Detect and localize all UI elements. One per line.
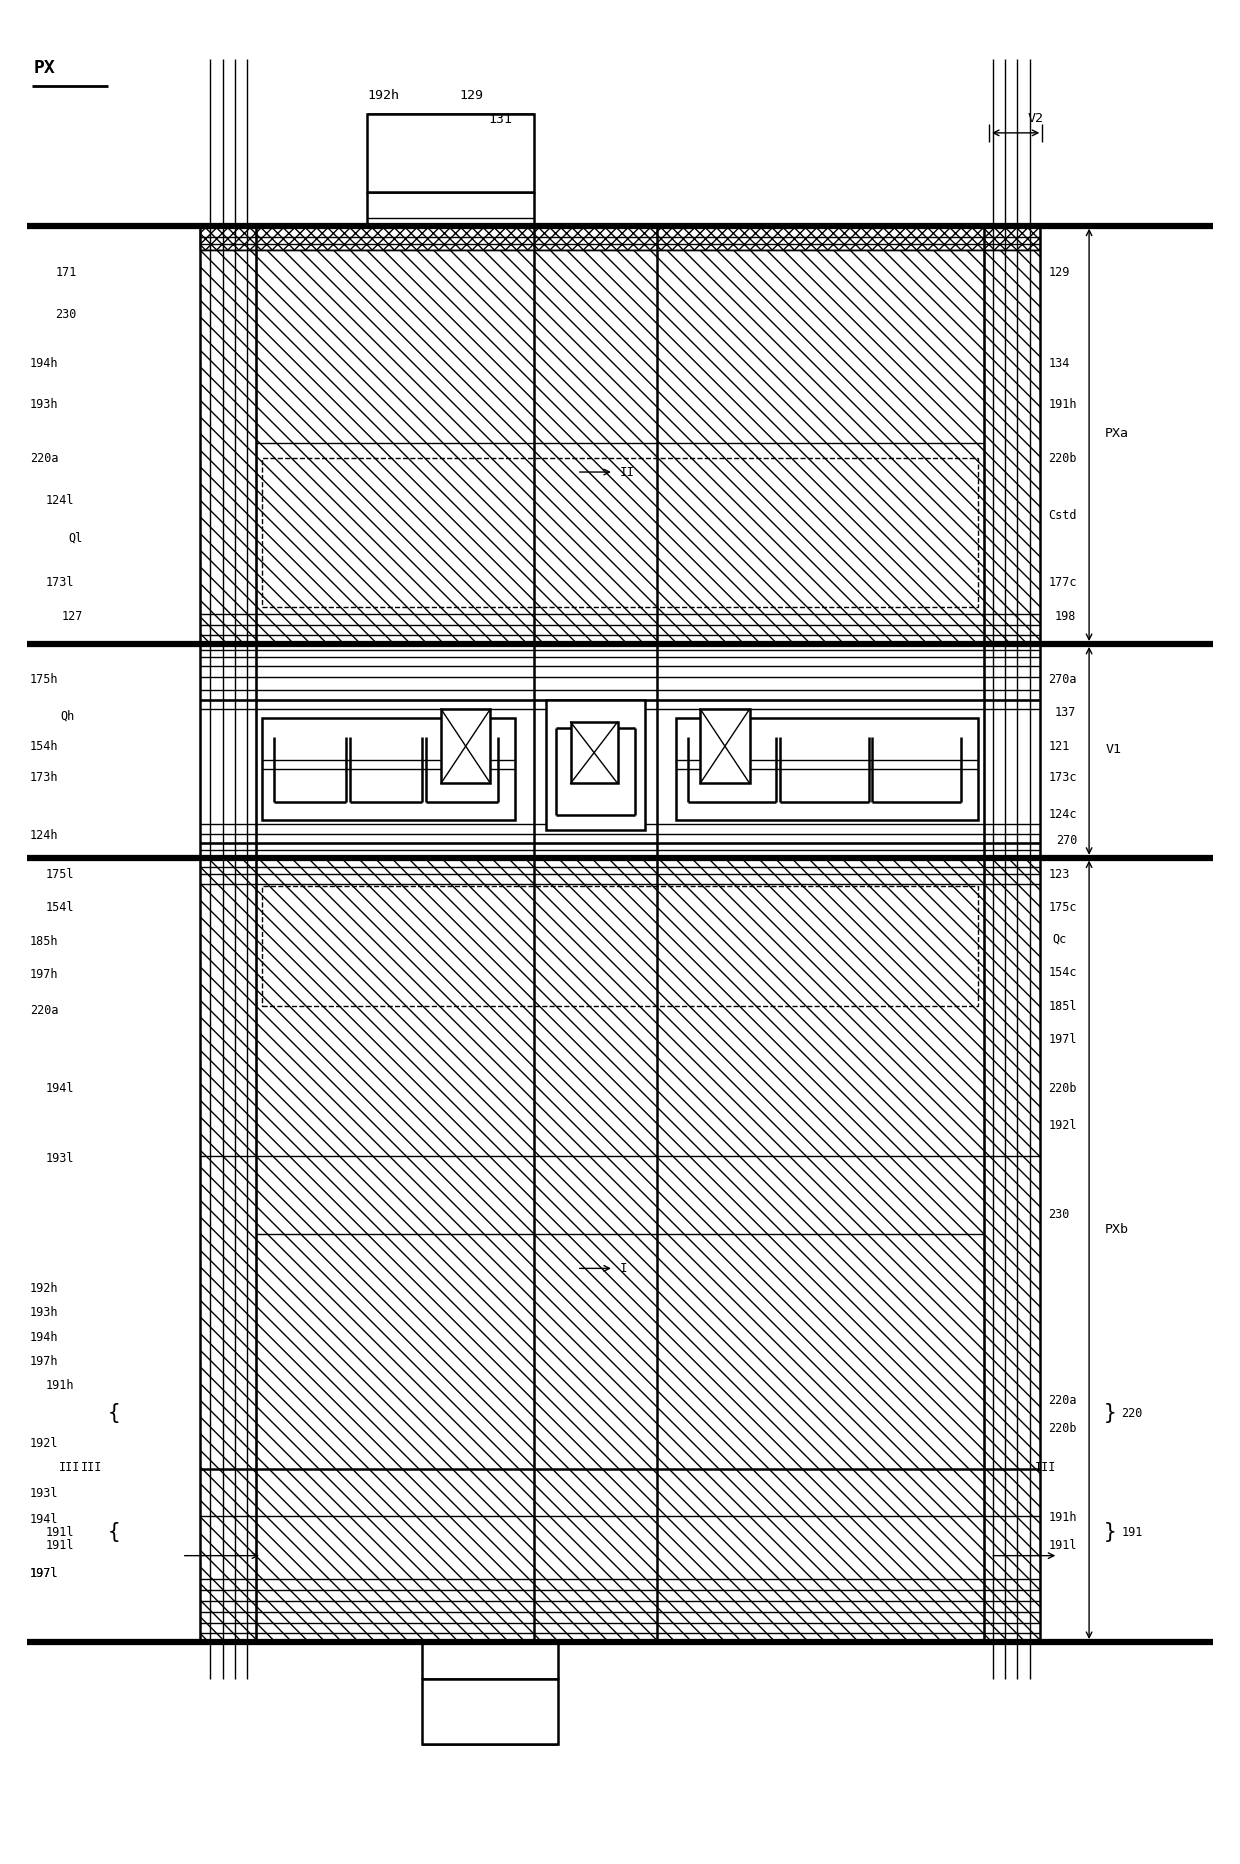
Bar	[201, 643, 1039, 857]
Text: I: I	[620, 1262, 627, 1275]
Text: Qc: Qc	[1052, 934, 1066, 945]
Text: V2: V2	[1028, 112, 1043, 125]
Text: III: III	[81, 1461, 102, 1474]
Text: 192l: 192l	[30, 1437, 58, 1450]
Text: 171: 171	[56, 267, 77, 280]
Text: }: }	[1104, 1523, 1116, 1542]
Text: 173h: 173h	[30, 772, 58, 785]
Text: 191h: 191h	[46, 1379, 74, 1392]
Text: 175l: 175l	[46, 869, 74, 882]
Text: 129: 129	[1048, 267, 1070, 280]
Text: 137: 137	[1054, 706, 1076, 720]
Text: 124h: 124h	[30, 829, 58, 843]
Text: 175h: 175h	[30, 673, 58, 686]
Text: 198: 198	[1054, 610, 1076, 623]
Bar	[262, 718, 515, 820]
Bar	[423, 1679, 558, 1745]
Text: 185l: 185l	[1048, 999, 1076, 1012]
Text: V1: V1	[1105, 744, 1121, 757]
Text: 129: 129	[460, 89, 484, 103]
Text: 191: 191	[1121, 1527, 1142, 1540]
Text: 220b: 220b	[1048, 451, 1076, 464]
Text: 191l: 191l	[46, 1527, 74, 1540]
Bar	[441, 708, 490, 783]
Text: 121: 121	[1048, 740, 1070, 753]
Text: 154c: 154c	[1048, 966, 1076, 979]
Text: Qh: Qh	[60, 710, 74, 723]
Text: }: }	[1104, 1404, 1116, 1424]
Bar	[201, 226, 1039, 643]
Text: 194h: 194h	[30, 1331, 58, 1344]
Text: 220a: 220a	[30, 1003, 58, 1016]
Text: 185h: 185h	[30, 934, 58, 947]
Bar	[367, 114, 533, 192]
Bar	[546, 699, 645, 829]
Text: 134: 134	[1048, 356, 1070, 369]
Text: 177c: 177c	[1048, 576, 1076, 589]
Text: 191l: 191l	[46, 1540, 74, 1553]
Text: 197l: 197l	[30, 1566, 58, 1579]
Text: 197h: 197h	[30, 967, 58, 980]
Text: 123: 123	[1048, 869, 1070, 882]
Text: III: III	[1034, 1461, 1056, 1474]
Bar	[201, 226, 1039, 250]
Text: 194h: 194h	[30, 356, 58, 369]
Text: 270: 270	[1055, 835, 1078, 848]
Bar	[262, 885, 978, 1007]
Text: 154h: 154h	[30, 740, 58, 753]
Text: 220b: 220b	[1048, 1081, 1076, 1094]
Text: 175c: 175c	[1048, 902, 1076, 915]
Text: Cstd: Cstd	[1048, 509, 1076, 522]
Text: 193l: 193l	[30, 1487, 58, 1501]
Text: 191h: 191h	[1048, 1512, 1076, 1525]
Text: {: {	[108, 1523, 120, 1542]
Text: 124l: 124l	[46, 494, 74, 507]
Text: 127: 127	[62, 610, 83, 623]
Text: 192h: 192h	[30, 1282, 58, 1295]
Bar	[676, 718, 978, 820]
Text: 220a: 220a	[30, 451, 58, 464]
Bar	[262, 459, 978, 608]
Text: 230: 230	[1048, 1208, 1070, 1221]
Text: 154l: 154l	[46, 902, 74, 915]
Text: 194l: 194l	[46, 1081, 74, 1094]
Bar	[701, 708, 750, 783]
Text: 270a: 270a	[1048, 673, 1076, 686]
Text: 173c: 173c	[1048, 772, 1076, 785]
Text: 191h: 191h	[1048, 397, 1076, 410]
Text: 220: 220	[1121, 1407, 1142, 1420]
Text: 131: 131	[487, 114, 512, 127]
Text: 193h: 193h	[30, 397, 58, 410]
Text: PXb: PXb	[1105, 1223, 1130, 1236]
Text: 197l: 197l	[30, 1566, 58, 1579]
Text: 173l: 173l	[46, 576, 74, 589]
Text: Ql: Ql	[68, 531, 83, 544]
Text: 193l: 193l	[46, 1152, 74, 1165]
Text: 197h: 197h	[30, 1355, 58, 1368]
Text: PX: PX	[33, 60, 56, 76]
Text: 220a: 220a	[1048, 1394, 1076, 1407]
Text: {: {	[108, 1404, 120, 1424]
Text: II: II	[620, 466, 635, 479]
Text: 194l: 194l	[30, 1514, 58, 1527]
Text: 220b: 220b	[1048, 1422, 1076, 1435]
Bar	[201, 857, 1039, 1642]
Text: 191l: 191l	[1048, 1540, 1076, 1553]
Text: 193h: 193h	[30, 1307, 58, 1320]
Text: 124c: 124c	[1048, 809, 1076, 822]
Text: 197l: 197l	[1048, 1033, 1076, 1046]
Text: 192h: 192h	[367, 89, 399, 103]
Text: PXa: PXa	[1105, 427, 1130, 440]
Text: 230: 230	[56, 309, 77, 321]
Text: 192l: 192l	[1048, 1118, 1076, 1131]
Text: III: III	[60, 1461, 81, 1474]
Bar	[570, 721, 618, 783]
